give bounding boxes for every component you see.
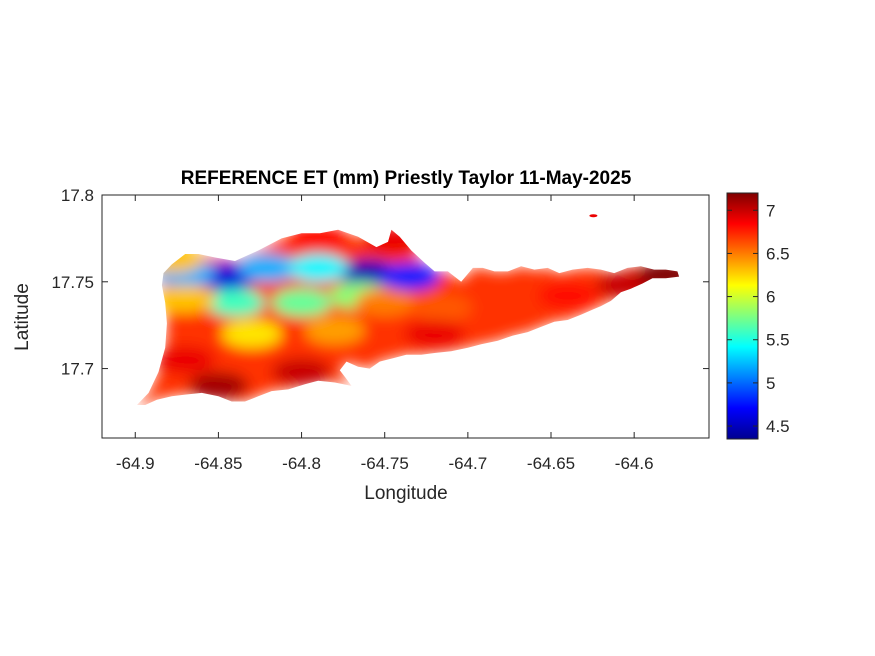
islet-shape — [589, 214, 598, 218]
et-sample-5 — [288, 253, 349, 282]
y-axis-ticks: 17.7 17.75 17.8 — [51, 186, 709, 379]
colorbar-gradient — [727, 193, 758, 439]
y-axis-label: Latitude — [12, 283, 33, 351]
et-sample-15 — [637, 260, 680, 289]
x-tick-label: -64.65 — [527, 454, 575, 473]
et-sample-17 — [271, 358, 332, 386]
et-sample-9 — [155, 285, 216, 314]
et-sample-13 — [537, 281, 598, 310]
et-sample-12 — [471, 290, 532, 319]
et-sample-22 — [363, 229, 423, 255]
et-sample-2 — [379, 262, 440, 291]
colorbar: 4.5 5 5.5 6 6.5 7 — [726, 192, 790, 440]
colorbar-tick-label: 5.5 — [766, 331, 790, 350]
y-tick-label: 17.7 — [61, 360, 94, 379]
colorbar-tick-label: 5 — [766, 374, 775, 393]
colorbar-tick-label: 6.5 — [766, 244, 790, 263]
colorbar-tick-label: 4.5 — [766, 417, 790, 436]
x-tick-label: -64.75 — [361, 454, 409, 473]
y-tick-label: 17.8 — [61, 186, 94, 205]
x-tick-label: -64.6 — [615, 454, 654, 473]
x-tick-label: -64.85 — [194, 454, 242, 473]
islet-marker — [589, 214, 598, 218]
et-sample-18 — [155, 345, 216, 374]
et-field — [136, 229, 680, 405]
et-sample-11 — [412, 293, 473, 322]
plot-frame — [101, 194, 710, 439]
y-tick-label: 17.75 — [51, 273, 94, 292]
colorbar-frame — [726, 192, 759, 440]
et-sample-21 — [143, 245, 204, 274]
chart-title: REFERENCE ET (mm) Priestly Taylor 11-May… — [181, 168, 632, 189]
et-sample-20 — [288, 229, 349, 253]
et-sample-3 — [238, 253, 299, 282]
et-sample-16 — [188, 371, 249, 400]
x-tick-label: -64.9 — [116, 454, 155, 473]
et-sample-6 — [205, 288, 265, 317]
colorbar-ticks: 4.5 5 5.5 6 6.5 7 — [727, 201, 790, 436]
et-sample-23 — [221, 319, 282, 348]
colorbar-tick-label: 6 — [766, 288, 775, 307]
colorbar-tick-label: 7 — [766, 201, 775, 220]
x-tick-label: -64.8 — [282, 454, 321, 473]
et-sample-24 — [304, 316, 365, 345]
et-sample-10 — [354, 288, 415, 317]
x-axis-ticks: -64.9 -64.85 -64.8 -64.75 -64.7 -64.65 -64.6 — [116, 195, 654, 473]
et-sample-7 — [271, 288, 332, 317]
et-sample-19 — [404, 319, 465, 348]
x-axis-label: Longitude — [364, 483, 447, 504]
x-tick-label: -64.7 — [448, 454, 487, 473]
